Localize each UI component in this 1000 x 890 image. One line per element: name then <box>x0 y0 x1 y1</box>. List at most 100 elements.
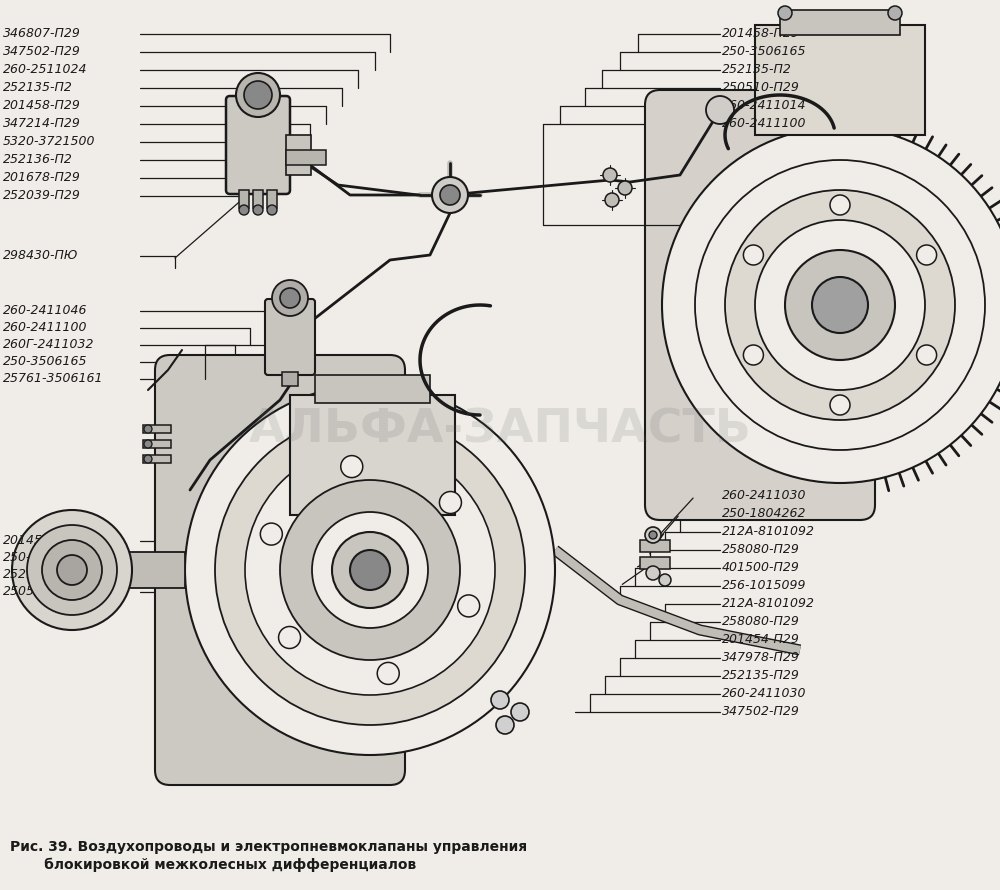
Text: 401500-П29: 401500-П29 <box>722 561 800 574</box>
Circle shape <box>440 185 460 205</box>
Text: 252136-П2: 252136-П2 <box>3 153 73 166</box>
Text: блокировкой межколесных дифференциалов: блокировкой межколесных дифференциалов <box>10 858 416 872</box>
Text: 260-2411046: 260-2411046 <box>3 304 88 317</box>
Text: 252135-П2: 252135-П2 <box>722 63 792 76</box>
Text: 258080-П29: 258080-П29 <box>722 543 800 556</box>
Circle shape <box>57 555 87 585</box>
Bar <box>70 552 185 588</box>
Text: 260-2511024: 260-2511024 <box>3 63 88 76</box>
Circle shape <box>144 455 152 463</box>
FancyBboxPatch shape <box>155 355 405 785</box>
FancyBboxPatch shape <box>645 90 875 520</box>
Circle shape <box>260 523 282 545</box>
Text: 298430-ПЮ: 298430-ПЮ <box>3 249 78 262</box>
Text: 201458-П29: 201458-П29 <box>722 27 800 40</box>
Circle shape <box>12 510 132 630</box>
Circle shape <box>244 81 272 109</box>
Circle shape <box>312 512 428 628</box>
Circle shape <box>341 456 363 478</box>
Text: 260-2411100: 260-2411100 <box>722 117 806 130</box>
Circle shape <box>432 177 468 213</box>
Circle shape <box>917 245 937 265</box>
Text: 201454-П29: 201454-П29 <box>722 633 800 646</box>
Text: 260-2411030: 260-2411030 <box>722 687 806 700</box>
Circle shape <box>725 190 955 420</box>
Text: 250-3506164: 250-3506164 <box>3 551 88 564</box>
Circle shape <box>659 574 671 586</box>
Circle shape <box>496 716 514 734</box>
Text: 201458-П29: 201458-П29 <box>3 99 81 112</box>
Text: 260-2411014: 260-2411014 <box>722 99 806 112</box>
Bar <box>239 190 249 208</box>
Circle shape <box>888 6 902 20</box>
Circle shape <box>253 205 263 215</box>
Text: 260Г-2411032: 260Г-2411032 <box>3 338 94 351</box>
FancyBboxPatch shape <box>265 299 315 375</box>
Circle shape <box>605 193 619 207</box>
Circle shape <box>267 205 277 215</box>
Circle shape <box>350 550 390 590</box>
Text: 212А-8101092: 212А-8101092 <box>722 525 815 538</box>
Circle shape <box>185 385 555 755</box>
Circle shape <box>144 425 152 433</box>
Bar <box>780 10 900 35</box>
Circle shape <box>618 181 632 195</box>
Circle shape <box>279 627 301 649</box>
Text: 260-2411030: 260-2411030 <box>722 489 806 502</box>
Text: 5320-3721500: 5320-3721500 <box>3 135 96 148</box>
Circle shape <box>830 195 850 215</box>
Text: 252135-П29: 252135-П29 <box>722 669 800 682</box>
Text: 252135-П2: 252135-П2 <box>3 81 73 94</box>
Text: 201678-П29: 201678-П29 <box>3 171 81 184</box>
Circle shape <box>144 440 152 448</box>
Text: 347502-П29: 347502-П29 <box>722 705 800 718</box>
Circle shape <box>439 491 461 514</box>
Text: 252039-П29: 252039-П29 <box>3 189 81 202</box>
Text: 250510-П29: 250510-П29 <box>3 585 81 598</box>
Text: 250-3506165: 250-3506165 <box>3 355 88 368</box>
Text: 347502-П29: 347502-П29 <box>3 45 81 58</box>
Circle shape <box>42 540 102 600</box>
Bar <box>143 425 171 433</box>
Circle shape <box>27 525 117 615</box>
Text: 250510-П29: 250510-П29 <box>722 81 800 94</box>
Bar <box>143 440 171 448</box>
Text: 201456-П29: 201456-П29 <box>3 534 81 547</box>
Bar <box>253 190 263 208</box>
Circle shape <box>239 205 249 215</box>
Circle shape <box>830 395 850 415</box>
Bar <box>640 557 670 569</box>
Circle shape <box>755 220 925 390</box>
Circle shape <box>280 288 300 308</box>
Circle shape <box>491 691 509 709</box>
Circle shape <box>917 345 937 365</box>
Bar <box>755 25 925 135</box>
Circle shape <box>662 127 1000 483</box>
Circle shape <box>743 345 763 365</box>
Circle shape <box>245 445 495 695</box>
Bar <box>143 455 171 463</box>
Bar <box>286 150 326 165</box>
Bar <box>315 375 430 403</box>
Bar <box>640 540 670 552</box>
Circle shape <box>215 415 525 725</box>
Circle shape <box>812 277 868 333</box>
Text: 347978-П29: 347978-П29 <box>722 651 800 664</box>
Text: 256-1015099: 256-1015099 <box>722 579 806 592</box>
Text: АЛЬФА-ЗАПЧАСТЬ: АЛЬФА-ЗАПЧАСТЬ <box>249 408 751 452</box>
Circle shape <box>280 480 460 660</box>
Text: 346807-П29: 346807-П29 <box>3 27 81 40</box>
Circle shape <box>645 527 661 543</box>
Text: 212А-8101092: 212А-8101092 <box>722 597 815 610</box>
Text: 25761-3506161: 25761-3506161 <box>3 372 104 385</box>
Circle shape <box>646 566 660 580</box>
Circle shape <box>511 703 529 721</box>
FancyBboxPatch shape <box>226 96 290 194</box>
Text: 250-3506165: 250-3506165 <box>722 45 806 58</box>
Text: 260-2411100: 260-2411100 <box>3 321 88 334</box>
Text: 252135-П2: 252135-П2 <box>3 568 73 581</box>
Circle shape <box>272 280 308 316</box>
Circle shape <box>236 73 280 117</box>
Circle shape <box>649 531 657 539</box>
Circle shape <box>377 662 399 684</box>
